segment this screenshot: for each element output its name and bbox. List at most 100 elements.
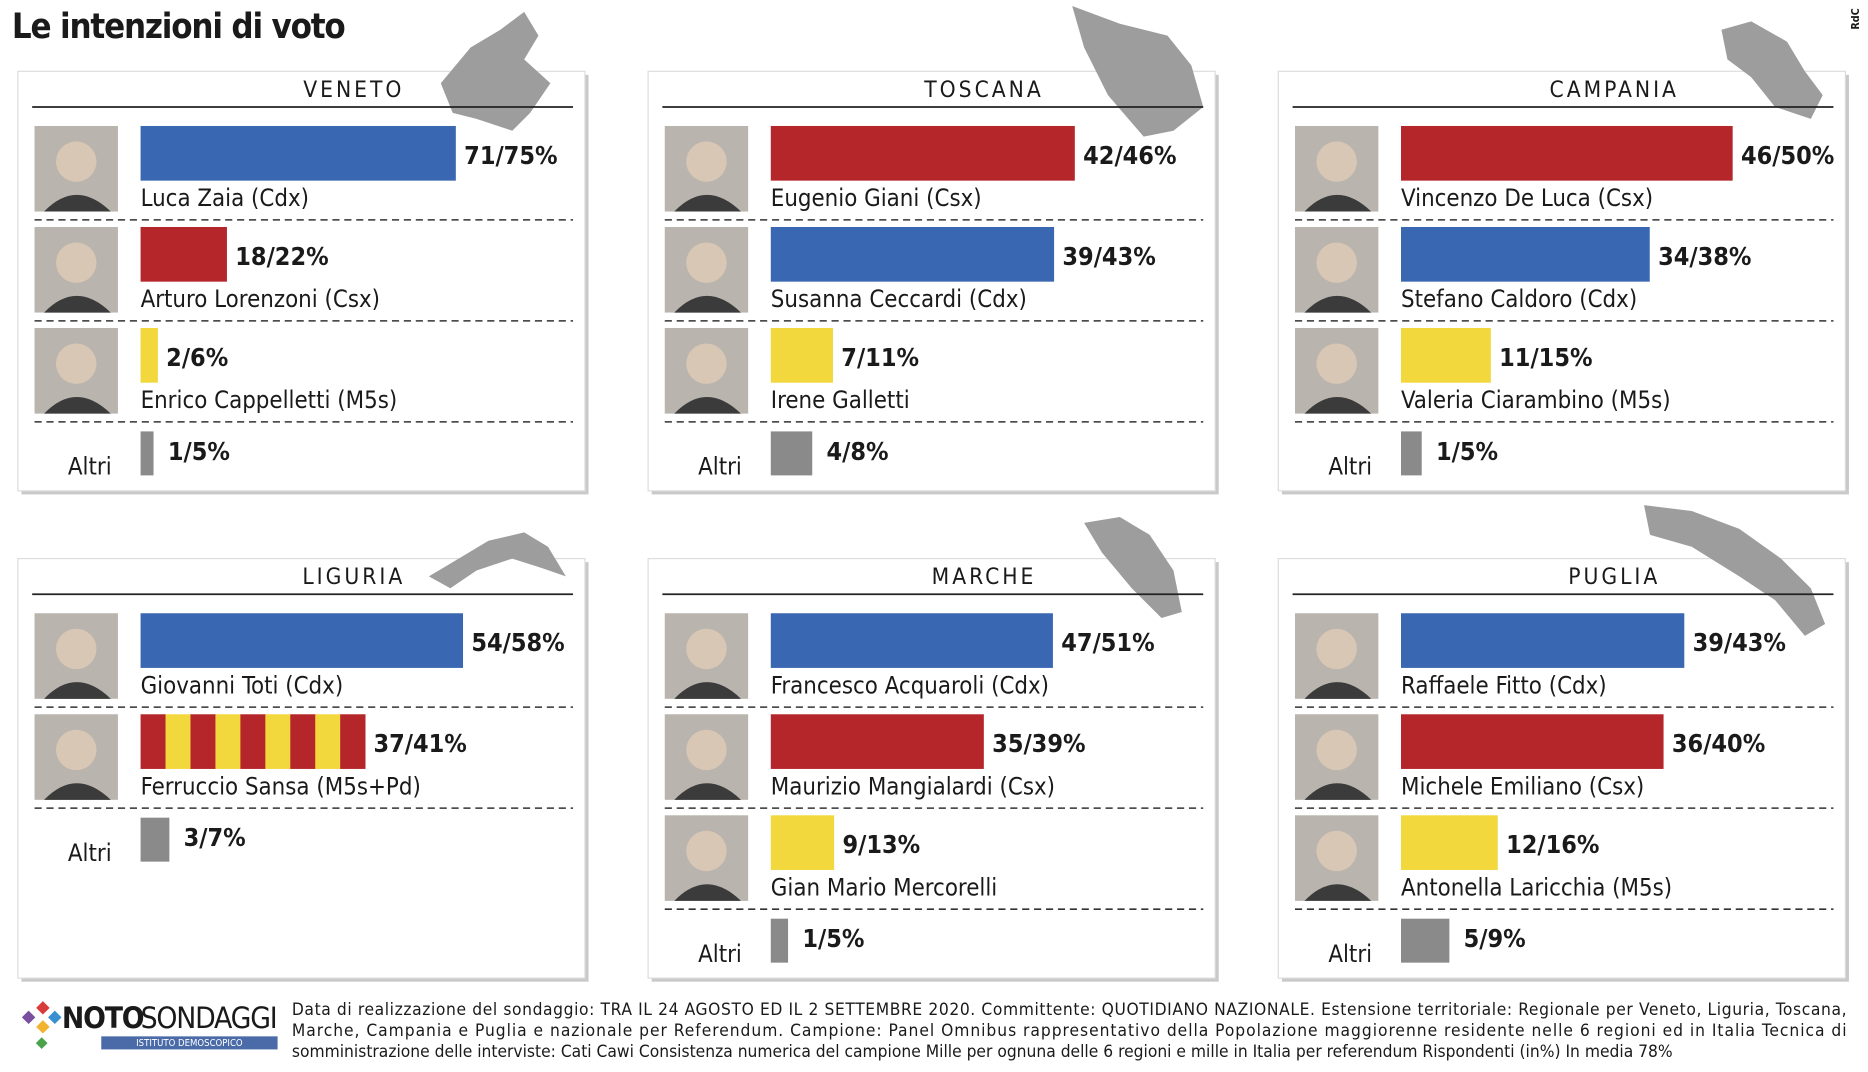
bar-stripe (290, 714, 315, 769)
photo-face (686, 242, 727, 282)
photo-face (1316, 629, 1357, 669)
others-label: Altri (698, 453, 742, 481)
panel: PUGLIA39/43%Raffaele Fitto (Cdx)36/40%Mi… (1278, 505, 1849, 982)
footnote: somministrazione delle interviste: Cati … (292, 1042, 1673, 1062)
photo-face (56, 343, 97, 383)
value-label: 2/6% (166, 343, 228, 372)
photo-face (686, 831, 727, 871)
candidate-name: Luca Zaia (Cdx) (141, 184, 309, 212)
logo: NOTO SONDAGGI ISTITUTO DEMOSCOPICO (22, 1001, 278, 1049)
logo-text: SONDAGGI (141, 1001, 277, 1036)
value-label: 39/43% (1693, 628, 1786, 657)
candidate-name: Maurizio Mangialardi (Csx) (771, 772, 1055, 800)
bar (1401, 815, 1498, 870)
value-label: 71/75% (464, 141, 557, 170)
bar-stripe (215, 714, 240, 769)
page-title: Le intenzioni di voto (12, 7, 345, 47)
bar (771, 613, 1053, 668)
value-label: 47/51% (1061, 628, 1154, 657)
bar (1401, 919, 1449, 963)
bar-stripe (141, 714, 166, 769)
candidate-name: Gian Mario Mercorelli (771, 873, 997, 901)
value-label: 1/5% (802, 924, 864, 953)
panel: TOSCANA 42/46% Eugenio Giani (Csx) 39/43% Su… (648, 6, 1219, 494)
panel: MARCHE47/51%Francesco Acquaroli (Cdx)35/… (648, 517, 1219, 982)
candidate-name: Arturo Lorenzoni (Csx) (141, 285, 380, 313)
value-label: 11/15% (1499, 343, 1592, 372)
photo-face (56, 242, 97, 282)
value-label: 1/5% (168, 437, 230, 466)
panel: LIGURIA54/58%Giovanni Toti (Cdx)37/41%Fe… (18, 532, 589, 981)
value-label: 39/43% (1062, 242, 1155, 271)
value-label: 36/40% (1672, 729, 1765, 758)
photo-face (686, 343, 727, 383)
value-label: 9/13% (842, 830, 920, 859)
bar (141, 328, 158, 383)
bar (771, 126, 1075, 181)
bar (1401, 328, 1491, 383)
bar (141, 227, 227, 282)
others-label: Altri (698, 940, 742, 968)
bar (1401, 227, 1650, 282)
value-label: 1/5% (1436, 437, 1498, 466)
bar (1401, 613, 1684, 668)
logo-subtitle: ISTITUTO DEMOSCOPICO (136, 1038, 243, 1049)
others-label: Altri (1328, 453, 1372, 481)
value-label: 37/41% (373, 729, 466, 758)
candidate-name: Francesco Acquaroli (Cdx) (771, 671, 1049, 699)
bar (141, 431, 154, 475)
value-label: 34/38% (1658, 242, 1751, 271)
bar-stripe (315, 714, 340, 769)
candidate-name: Susanna Ceccardi (Cdx) (771, 285, 1027, 313)
value-label: 3/7% (184, 823, 246, 852)
photo-face (1316, 730, 1357, 770)
footnote: Marche, Campania e Puglia e nazionale pe… (292, 1021, 1847, 1041)
candidate-name: Stefano Caldoro (Cdx) (1401, 285, 1637, 313)
bar (771, 815, 834, 870)
photo-face (686, 141, 727, 181)
photo-face (56, 730, 97, 770)
bar-stripe (265, 714, 290, 769)
value-label: 46/50% (1741, 141, 1834, 170)
bar (141, 126, 456, 181)
panel-title: PUGLIA (1568, 564, 1660, 590)
candidate-name: Enrico Cappelletti (M5s) (141, 386, 398, 414)
bar (1401, 714, 1664, 769)
value-label: 12/16% (1506, 830, 1599, 859)
bar (771, 431, 812, 475)
panel: VENETO 71/75% Luca Zaia (Cdx) 18/22% Arturo … (18, 12, 589, 495)
candidate-name: Ferruccio Sansa (M5s+Pd) (141, 772, 421, 800)
bar (771, 714, 984, 769)
candidate-name: Raffaele Fitto (Cdx) (1401, 671, 1607, 699)
candidate-name: Eugenio Giani (Csx) (771, 184, 982, 212)
value-label: 4/8% (827, 437, 889, 466)
panel: CAMPANIA 46/50% Vincenzo De Luca (Csx) 34/3… (1278, 21, 1849, 494)
value-label: 54/58% (471, 628, 564, 657)
photo-face (56, 141, 97, 181)
bar-stripe (240, 714, 265, 769)
candidate-name: Vincenzo De Luca (Csx) (1401, 184, 1653, 212)
photo-face (686, 629, 727, 669)
bar-stripe (340, 714, 365, 769)
bar-stripe (166, 714, 191, 769)
value-label: 5/9% (1464, 924, 1526, 953)
panel-title: TOSCANA (923, 77, 1043, 103)
value-label: 18/22% (235, 242, 328, 271)
bar (771, 919, 788, 963)
photo-face (1316, 343, 1357, 383)
candidate-name: Valeria Ciarambino (M5s) (1401, 386, 1671, 414)
others-label: Altri (68, 839, 112, 867)
candidate-name: Giovanni Toti (Cdx) (141, 671, 344, 699)
value-label: 42/46% (1083, 141, 1176, 170)
others-label: Altri (1328, 940, 1372, 968)
panel-title: CAMPANIA (1550, 77, 1679, 103)
photo-face (1316, 242, 1357, 282)
panel-title: VENETO (303, 77, 404, 103)
panel-title: MARCHE (932, 564, 1037, 590)
bar (771, 227, 1054, 282)
candidate-name: Irene Galletti (771, 386, 910, 414)
bar (771, 328, 833, 383)
bar (141, 714, 366, 769)
